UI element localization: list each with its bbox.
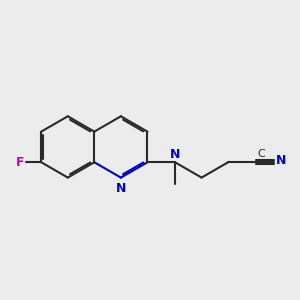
Text: C: C <box>257 149 265 159</box>
Text: N: N <box>170 148 180 161</box>
Text: N: N <box>276 154 286 167</box>
Text: F: F <box>16 156 24 169</box>
Text: N: N <box>116 182 126 195</box>
